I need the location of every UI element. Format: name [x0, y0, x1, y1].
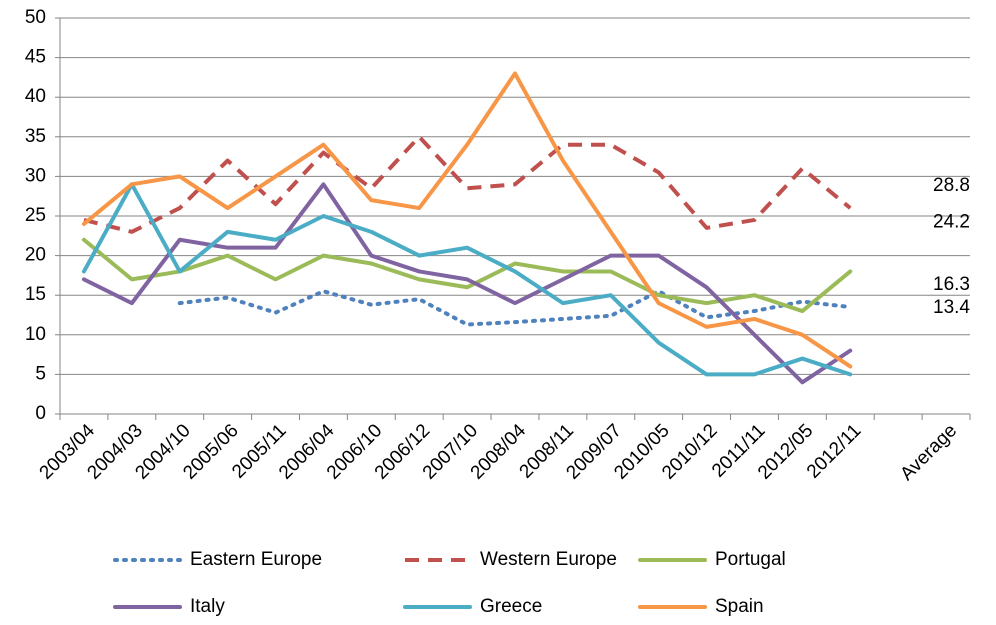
x-tick-label: Average [896, 420, 961, 485]
y-tick-label: 45 [25, 47, 46, 68]
y-tick-label: 10 [25, 324, 46, 345]
y-tick-label: 40 [25, 86, 46, 107]
series-line [83, 134, 852, 234]
legend-label: Portugal [715, 549, 786, 570]
legend-item: Eastern Europe [113, 549, 322, 570]
legend-item: Western Europe [405, 549, 617, 570]
legend-item: Spain [638, 596, 764, 617]
series-line [81, 182, 853, 377]
data-label: 24.2 [933, 211, 970, 232]
legend-label: Western Europe [480, 549, 617, 570]
series-line [81, 182, 853, 385]
legend-label: Italy [190, 596, 225, 617]
x-tick-label: 2012/11 [803, 420, 865, 482]
legend-item: Greece [403, 596, 542, 617]
y-tick-label: 35 [25, 126, 46, 147]
y-tick-label: 15 [25, 284, 46, 305]
y-tick-label: 30 [25, 165, 46, 186]
legend-item: Italy [113, 596, 225, 617]
legend-label: Greece [480, 596, 542, 617]
y-tick-label: 50 [25, 7, 46, 28]
y-tick-label: 5 [35, 363, 46, 384]
legend-label: Eastern Europe [190, 549, 322, 570]
y-tick-label: 20 [25, 245, 46, 266]
series-line [177, 289, 853, 327]
y-tick-label: 25 [25, 205, 46, 226]
data-label: 13.4 [933, 297, 970, 318]
data-label: 16.3 [933, 274, 970, 295]
series-line [81, 71, 853, 369]
legend-label: Spain [715, 596, 764, 617]
y-tick-label: 0 [35, 403, 46, 424]
data-label: 28.8 [933, 175, 970, 196]
legend-item: Portugal [638, 549, 786, 570]
